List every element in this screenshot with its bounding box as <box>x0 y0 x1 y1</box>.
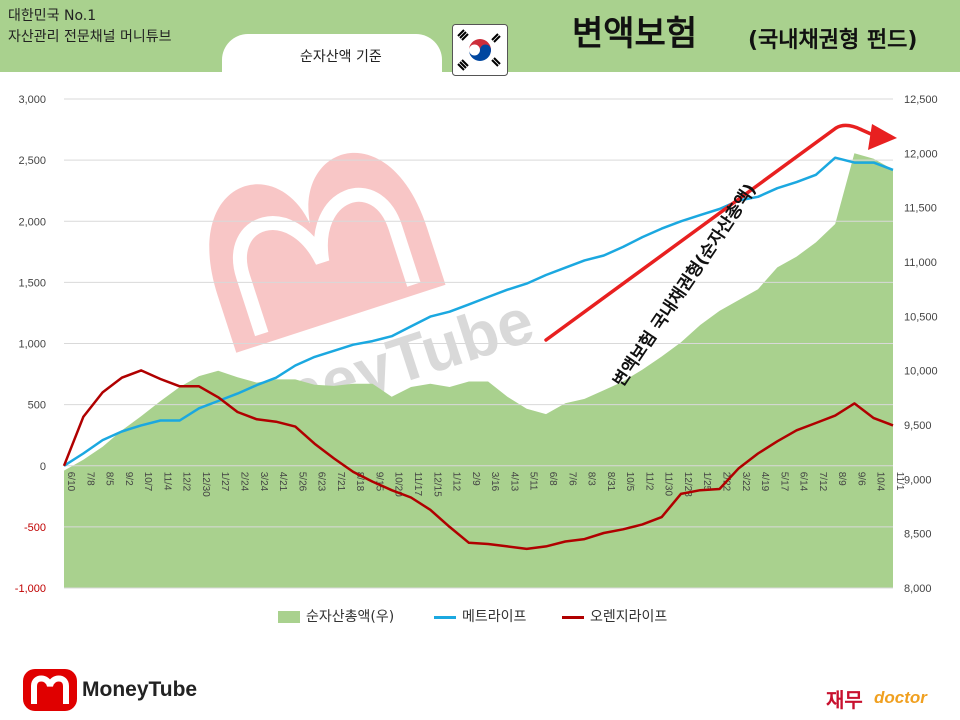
legend-label-orange: 오렌지라이프 <box>590 609 668 625</box>
x-tick-label: 10/5 <box>624 472 635 492</box>
chart: MoneyTube -1,000-50005001,0001,5002,0002… <box>15 94 938 595</box>
page-title-sub: (국내채권형 펀드) <box>748 28 918 53</box>
x-tick-label: 5/17 <box>778 472 789 492</box>
y-right-tick-label: 12,000 <box>904 148 938 160</box>
legend-label-area: 순자산총액(우) <box>306 609 395 625</box>
x-tick-label: 7/6 <box>566 472 577 486</box>
channel-slogan: 대한민국 No.1 <box>8 8 97 24</box>
line-series-metlife <box>63 156 894 467</box>
trend-arrow <box>544 123 882 342</box>
y-right-tick-label: 11,500 <box>904 203 937 215</box>
brand-right-korean: 재무 <box>826 688 863 712</box>
y-left-tick-label: 1,500 <box>18 277 46 289</box>
x-tick-label: 5/11 <box>528 472 539 491</box>
y-left-tick-label: 3,000 <box>18 94 46 106</box>
brand-right-doctor: doctor <box>874 688 927 707</box>
y-left-tick-label: -500 <box>24 522 46 534</box>
y-right-tick-label: 9,000 <box>904 474 932 486</box>
legend-item-area: 순자산총액(우) <box>278 606 394 626</box>
chart-subtitle: 순자산액 기준 <box>300 49 382 65</box>
x-tick-label: 5/26 <box>296 472 307 492</box>
legend-item-metlife: 메트라이프 <box>434 606 526 626</box>
x-tick-label: 4/21 <box>277 472 288 492</box>
x-tick-label: 8/5 <box>104 472 115 486</box>
x-tick-label: 4/19 <box>759 472 770 492</box>
x-tick-label: 11/17 <box>412 472 423 497</box>
line-series-orange-life <box>62 369 894 551</box>
x-tick-label: 11/1 <box>894 472 905 491</box>
header-tab <box>222 34 442 72</box>
x-tick-label: 1/27 <box>219 472 230 492</box>
y-left-tick-label: 1,000 <box>18 339 46 351</box>
brand-left: MoneyTube <box>82 678 198 701</box>
y-left-tick-label: 2,000 <box>18 216 46 228</box>
x-tick-label: 6/8 <box>547 472 558 486</box>
x-tick-label: 11/2 <box>643 472 654 491</box>
y-left-tick-label: 500 <box>28 400 46 412</box>
x-tick-label: 6/10 <box>65 472 76 492</box>
y-left-tick-label: 2,500 <box>18 155 46 167</box>
page-title: 변액보험 <box>572 14 698 54</box>
x-tick-label: 11/4 <box>161 472 172 491</box>
korea-flag-icon <box>452 24 508 76</box>
x-tick-label: 3/24 <box>258 472 269 492</box>
x-tick-label: 9/6 <box>855 472 866 486</box>
moneytube-logo-icon <box>23 669 77 711</box>
x-tick-label: 9/15 <box>373 472 384 492</box>
y-right-tick-label: 11,000 <box>904 257 937 269</box>
x-tick-label: 12/28 <box>682 472 693 497</box>
x-tick-label: 8/9 <box>836 472 847 486</box>
x-tick-label: 1/25 <box>701 472 712 492</box>
y-right-tick-label: 8,500 <box>904 529 932 541</box>
x-tick-label: 12/30 <box>200 472 211 497</box>
x-tick-label: 7/8 <box>84 472 95 486</box>
legend-swatch-orange <box>562 615 584 619</box>
x-tick-label: 7/21 <box>335 472 346 492</box>
header-bar: 대한민국 No.1 자산관리 전문채널 머니튜브 순자산액 기준 변액보험 (국… <box>0 0 960 76</box>
channel-name: 자산관리 전문채널 머니튜브 <box>8 29 172 45</box>
x-tick-label: 6/14 <box>798 472 809 492</box>
x-tick-label: 2/9 <box>470 472 481 486</box>
y-right-tick-label: 9,500 <box>904 420 932 432</box>
x-tick-label: 9/2 <box>123 472 134 486</box>
x-tick-label: 4/13 <box>508 472 519 492</box>
x-tick-label: 3/22 <box>740 472 751 492</box>
legend-item-orange: 오렌지라이프 <box>562 606 667 626</box>
x-tick-label: 6/23 <box>316 472 327 492</box>
x-tick-label: 12/15 <box>431 472 442 497</box>
y-left-tick-label: 0 <box>40 461 46 473</box>
area-series-net-assets <box>64 153 893 589</box>
x-tick-label: 10/20 <box>393 472 404 497</box>
trend-arrow-head <box>868 124 897 150</box>
x-tick-label: 10/4 <box>875 472 886 492</box>
x-tick-label: 2/24 <box>239 472 250 492</box>
legend-swatch-metlife <box>434 615 456 619</box>
x-tick-label: 3/16 <box>489 472 500 492</box>
x-tick-label: 11/30 <box>663 472 674 497</box>
x-tick-label: 12/2 <box>181 472 192 492</box>
y-right-tick-label: 10,500 <box>904 311 938 323</box>
x-tick-label: 8/18 <box>354 472 365 492</box>
y-right-tick-label: 12,500 <box>904 94 938 106</box>
legend-label-metlife: 메트라이프 <box>462 609 527 625</box>
x-tick-label: 7/12 <box>817 472 828 492</box>
chart-legend: 순자산총액(우) 메트라이프 오렌지라이프 <box>0 606 960 630</box>
x-tick-label: 8/31 <box>605 472 616 492</box>
x-tick-label: 8/3 <box>586 472 597 486</box>
y-left-tick-label: -1,000 <box>15 583 46 595</box>
y-right-tick-label: 8,000 <box>904 583 932 595</box>
y-right-tick-label: 10,000 <box>904 366 938 378</box>
x-tick-label: 10/7 <box>142 472 153 492</box>
x-tick-label: 1/12 <box>451 472 462 492</box>
legend-swatch-area <box>278 611 300 623</box>
